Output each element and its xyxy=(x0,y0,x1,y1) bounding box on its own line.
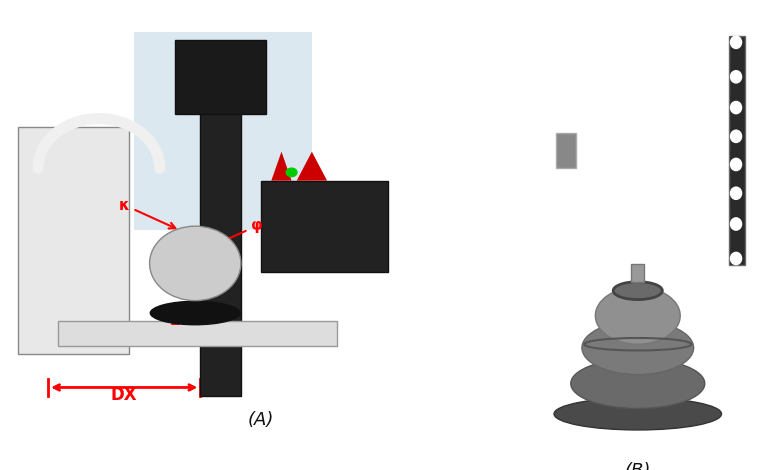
Text: κ: κ xyxy=(119,197,176,228)
Text: DX: DX xyxy=(111,386,138,404)
Bar xyxy=(261,180,388,272)
Circle shape xyxy=(730,187,743,200)
Ellipse shape xyxy=(571,359,705,408)
Polygon shape xyxy=(297,152,327,180)
Bar xyxy=(58,321,338,346)
Ellipse shape xyxy=(595,287,681,344)
Text: φ: φ xyxy=(215,218,263,245)
Circle shape xyxy=(730,217,743,231)
Text: ω: ω xyxy=(173,266,187,284)
Ellipse shape xyxy=(554,398,721,430)
Bar xyxy=(729,36,745,265)
Circle shape xyxy=(730,157,743,172)
Bar xyxy=(201,86,241,396)
Ellipse shape xyxy=(582,321,693,375)
Circle shape xyxy=(730,70,743,84)
Circle shape xyxy=(730,129,743,143)
Ellipse shape xyxy=(613,282,662,299)
Circle shape xyxy=(285,167,298,177)
Circle shape xyxy=(730,251,743,266)
Bar xyxy=(175,40,266,115)
Bar xyxy=(17,127,129,354)
Circle shape xyxy=(730,35,743,49)
Text: (C): (C) xyxy=(625,295,651,313)
Bar xyxy=(556,133,576,167)
Ellipse shape xyxy=(150,301,241,325)
Bar xyxy=(135,32,312,230)
Circle shape xyxy=(730,101,743,114)
Text: (A): (A) xyxy=(248,411,274,429)
Polygon shape xyxy=(271,152,291,180)
Text: (B): (B) xyxy=(625,462,651,470)
Circle shape xyxy=(150,226,241,301)
Text: 2θ: 2θ xyxy=(170,313,191,329)
Bar xyxy=(631,264,644,282)
